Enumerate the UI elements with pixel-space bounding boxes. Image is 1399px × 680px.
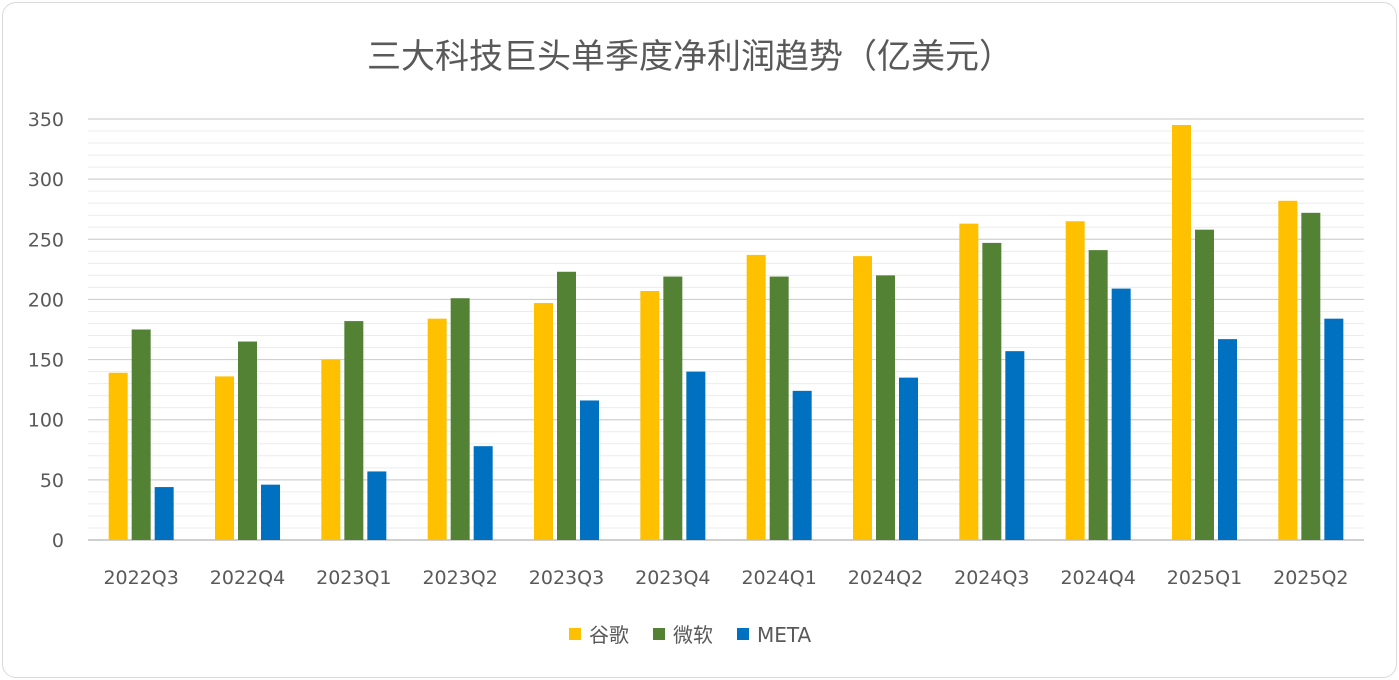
- bar: [108, 372, 128, 540]
- legend-label: 微软: [673, 623, 713, 647]
- x-tick-label: 2024Q4: [1060, 567, 1135, 589]
- bars: [108, 125, 1344, 541]
- legend-label: META: [757, 623, 812, 647]
- y-tick-label: 100: [28, 410, 64, 432]
- bar: [663, 276, 683, 540]
- bar: [876, 275, 895, 540]
- bar: [1278, 200, 1298, 540]
- y-tick-label: 250: [28, 229, 64, 251]
- bar: [534, 303, 553, 540]
- bar: [769, 276, 789, 540]
- bar: [238, 341, 257, 540]
- x-tick-label: 2024Q1: [741, 567, 816, 589]
- bar: [899, 377, 918, 540]
- x-tick-label: 2025Q1: [1167, 567, 1242, 589]
- bar: [1218, 339, 1237, 540]
- bar: [640, 291, 660, 540]
- bar: [1301, 212, 1321, 540]
- bar: [746, 254, 766, 540]
- gridlines: [88, 118, 1364, 541]
- bar: [1172, 125, 1191, 540]
- bar: [1111, 288, 1131, 540]
- x-tick-label: 2023Q4: [635, 567, 710, 589]
- bar: [686, 371, 706, 540]
- x-tick-label: 2023Q2: [422, 567, 497, 589]
- bar: [427, 318, 447, 540]
- bar: [853, 256, 872, 540]
- y-tick-label: 150: [28, 350, 64, 372]
- bar: [215, 376, 234, 540]
- bar: [959, 223, 979, 541]
- bar: [1324, 318, 1344, 540]
- bar: [261, 484, 280, 540]
- x-tick-label: 2022Q3: [103, 567, 178, 589]
- legend-label: 谷歌: [589, 623, 629, 647]
- legend-swatch: [569, 628, 581, 640]
- x-tick-label: 2024Q2: [848, 567, 923, 589]
- y-tick-label: 0: [52, 530, 64, 552]
- x-tick-label: 2025Q2: [1273, 567, 1348, 589]
- legend-swatch: [653, 628, 665, 640]
- bar: [367, 471, 387, 540]
- y-tick-label: 350: [28, 109, 64, 131]
- bar: [1195, 229, 1214, 541]
- bar: [1005, 351, 1025, 540]
- y-tick-label: 50: [40, 470, 64, 492]
- bar: [792, 390, 812, 540]
- y-axis: 0 50 100 150 200 250 300 350: [28, 109, 64, 552]
- y-tick-label: 300: [28, 169, 64, 191]
- y-tick-label: 200: [28, 289, 64, 311]
- bar: [557, 271, 576, 540]
- bar: [982, 242, 1002, 540]
- bar: [1065, 221, 1085, 540]
- chart-title: 三大科技巨头单季度净利润趋势（亿美元）: [367, 37, 1013, 77]
- bar: [473, 446, 493, 540]
- x-tick-label: 2023Q1: [316, 567, 391, 589]
- legend: 谷歌 微软 META: [569, 623, 812, 647]
- bar: [154, 487, 174, 540]
- bar: [131, 329, 151, 540]
- bar: [344, 321, 364, 540]
- x-tick-label: 2022Q4: [210, 567, 285, 589]
- bar: [450, 298, 470, 540]
- x-tick-label: 2024Q3: [954, 567, 1029, 589]
- x-tick-label: 2023Q3: [529, 567, 604, 589]
- legend-swatch: [737, 628, 749, 640]
- x-axis: 2022Q3 2022Q4 2023Q1 2023Q2 2023Q3 2023Q4 2024…: [103, 567, 1348, 589]
- bar: [321, 359, 341, 540]
- bar: [580, 400, 599, 540]
- bar: [1088, 250, 1108, 540]
